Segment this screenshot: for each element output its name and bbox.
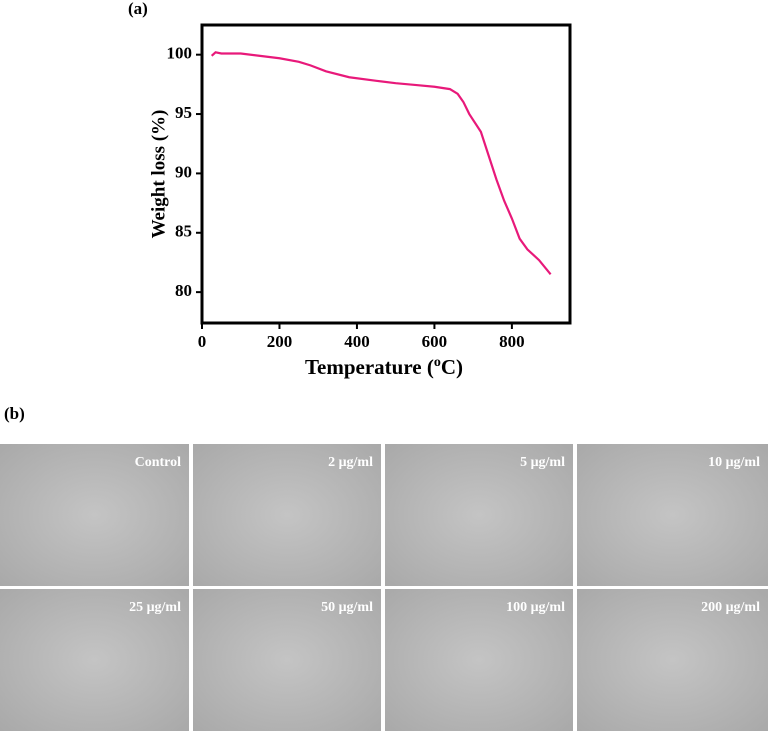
y-tick-label: 100 — [167, 44, 193, 63]
micrograph — [385, 589, 573, 731]
micrograph-label: 25 μg/ml — [129, 600, 181, 615]
panel-label: (b) — [4, 404, 25, 423]
x-tick-label: 800 — [499, 332, 525, 351]
x-label-sup: o — [434, 355, 441, 370]
y-tick-label: 85 — [175, 222, 192, 241]
micrograph — [0, 589, 189, 731]
x-tick-label: 400 — [344, 332, 370, 351]
data-line — [210, 51, 552, 276]
micrograph-label: Control — [135, 455, 182, 470]
y-axis-label: Weight loss (%) — [148, 110, 169, 239]
micrograph — [577, 444, 768, 586]
x-tick-label: 600 — [422, 332, 448, 351]
plot-frame — [200, 23, 572, 325]
micrograph-label: 200 μg/ml — [701, 600, 760, 615]
micrograph — [385, 444, 573, 586]
x-axis-label: Temperature (oC) — [305, 355, 463, 379]
panel-label: (a) — [128, 0, 148, 18]
x-tick-label: 0 — [198, 332, 207, 351]
micrograph-label: 100 μg/ml — [506, 600, 565, 615]
y-tick-label: 95 — [175, 103, 192, 122]
micrograph-label: 50 μg/ml — [321, 600, 373, 615]
micrograph-label: 10 μg/ml — [708, 455, 760, 470]
y-tick-label: 80 — [175, 281, 192, 300]
x-label-text: Temperature ( — [305, 355, 434, 379]
x-label-tail: C) — [441, 355, 463, 379]
micrograph — [0, 444, 189, 586]
y-tick-label: 90 — [175, 162, 192, 181]
micrograph-label: 2 μg/ml — [328, 455, 373, 470]
x-tick-label: 200 — [267, 332, 293, 351]
micrograph — [193, 444, 381, 586]
micrograph — [193, 589, 381, 731]
micrograph-label: 5 μg/ml — [520, 455, 565, 470]
micrograph — [577, 589, 768, 731]
